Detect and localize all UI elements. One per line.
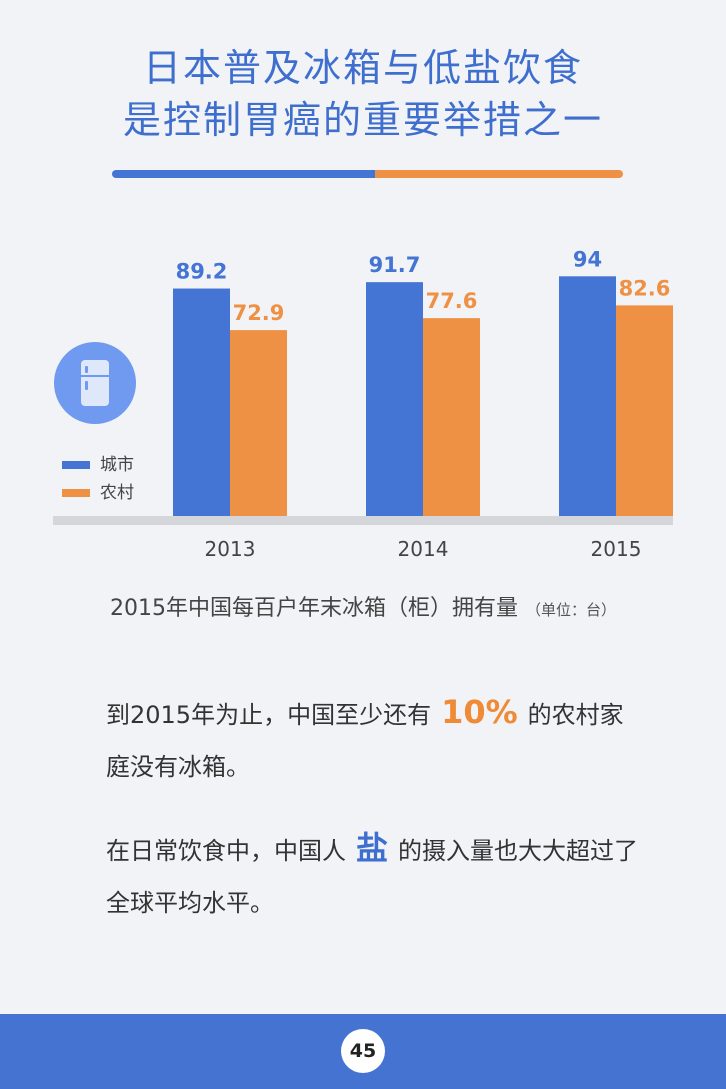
- fridge-ownership-chart: 89.2 91.7 94 72.9 77.6 82.6 2013 2014 2015: [53, 247, 673, 561]
- chart-title: 2015年中国每百户年末冰箱（柜）拥有量: [109, 596, 518, 621]
- x-tick-label-2013: 2013: [205, 537, 256, 561]
- paragraph-2: 在日常饮食中，中国人盐的摄入量也大大超过了全球平均水平。: [106, 822, 646, 929]
- p1-after: 的农村家庭没有冰箱。: [106, 701, 624, 781]
- bar-city-2014: [366, 282, 423, 516]
- legend-label-city: 城市: [100, 455, 134, 475]
- bar-rural-2013: [230, 330, 287, 516]
- title-line-1: 日本普及冰箱与低盐饮食: [142, 46, 583, 90]
- x-axis-baseline: [53, 516, 673, 525]
- bar-city-2015: [559, 276, 616, 516]
- chart-unit: （单位：台）: [525, 601, 616, 619]
- legend-swatch-rural: [62, 489, 90, 497]
- p2-after: 的摄入量也大大超过了全球平均水平。: [106, 837, 639, 917]
- x-tick-label-2014: 2014: [398, 537, 449, 561]
- paragraph-1: 到2015年为止，中国至少还有 10% 的农村家庭没有冰箱。: [106, 686, 646, 793]
- title-underline-blue: [112, 170, 375, 178]
- legend-label-rural: 农村: [100, 483, 134, 503]
- bar-rural-2015: [616, 305, 673, 516]
- data-label-city-2013: 89.2: [176, 260, 228, 284]
- bar-rural-2014: [423, 318, 480, 516]
- title-line-2: 是控制胃癌的重要举措之一: [122, 98, 603, 142]
- legend-swatch-city: [62, 461, 90, 469]
- data-label-rural-2013: 72.9: [233, 301, 285, 325]
- p1-before: 到2015年为止，中国至少还有: [106, 701, 432, 729]
- legend-item-rural: 农村: [62, 478, 134, 503]
- data-label-city-2015: 94: [573, 247, 602, 271]
- data-label-city-2014: 91.7: [369, 253, 421, 277]
- p1-highlight: 10%: [441, 693, 518, 731]
- bar-city-2013: [173, 288, 230, 516]
- p2-before: 在日常饮食中，中国人: [106, 837, 346, 865]
- legend-item-city: 城市: [62, 450, 134, 475]
- chart-caption: 2015年中国每百户年末冰箱（柜）拥有量 （单位：台）: [0, 590, 726, 622]
- x-tick-label-2015: 2015: [591, 537, 642, 561]
- data-label-rural-2015: 82.6: [619, 276, 671, 300]
- page-number: 45: [341, 1029, 385, 1073]
- p2-highlight: 盐: [356, 829, 389, 867]
- data-label-rural-2014: 77.6: [426, 289, 478, 313]
- fridge-icon: [54, 342, 136, 424]
- title-underline-orange: [375, 170, 623, 178]
